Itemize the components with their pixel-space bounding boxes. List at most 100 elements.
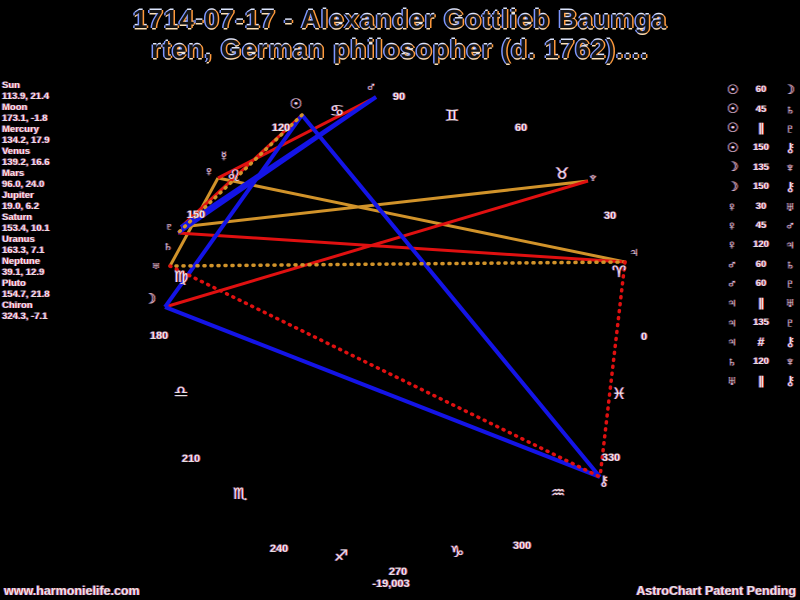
aspect-row-sun-saturn: ☉ 45 ♄ bbox=[727, 99, 795, 118]
venus-planet-icon: ♀ bbox=[203, 163, 215, 179]
title-line-1: 1714-07-17 - Alexander Gottlieb Baumga bbox=[132, 4, 668, 34]
aspect-line-jupiter-chiron bbox=[598, 260, 627, 479]
mercury-planet-icon: ☿ bbox=[218, 148, 230, 164]
degree-label-30: 30 bbox=[603, 210, 617, 222]
aspect-value: 45 bbox=[755, 219, 767, 231]
mars-planet-icon: ♂ bbox=[365, 78, 377, 94]
aspect-row-saturn-neptune: ♄ 120 ♆ bbox=[727, 351, 795, 370]
moon-glyph-icon: ☽ bbox=[727, 159, 739, 175]
jupiter-planet-icon: ♃ bbox=[628, 244, 640, 260]
aspect-line-sun-pluto bbox=[176, 113, 304, 235]
venus-glyph-icon: ♀ bbox=[727, 217, 737, 233]
aspect-value: 60 bbox=[755, 258, 767, 270]
chiron-glyph-icon: ⚷ bbox=[785, 372, 795, 388]
aspect-row-jupiter-chiron: ♃ # ⚷ bbox=[727, 332, 795, 351]
moon-glyph-icon: ☽ bbox=[783, 81, 795, 97]
chiron-glyph-icon: ⚷ bbox=[785, 178, 795, 194]
jupiter-glyph-icon: ♃ bbox=[785, 237, 795, 253]
planet-name-jupiter: Jupiter bbox=[2, 190, 34, 201]
libra-sign-icon: ♎ bbox=[173, 384, 189, 401]
degree-label--19,003: -19,003 bbox=[372, 578, 410, 590]
venus-glyph-icon: ♀ bbox=[727, 237, 737, 253]
aspect-row-mars-pluto: ♂ 60 ♇ bbox=[727, 274, 795, 293]
saturn-glyph-icon: ♄ bbox=[785, 256, 795, 272]
scorpio-sign-icon: ♏ bbox=[232, 486, 248, 503]
planet-values-neptune: 39.1, 12.9 bbox=[2, 267, 45, 278]
planet-values-pluto: 154.7, 21.8 bbox=[2, 289, 50, 300]
aspect-value: 135 bbox=[753, 316, 769, 328]
page-title: 1714-07-17 - Alexander Gottlieb Baumga r… bbox=[0, 4, 800, 64]
planet-values-jupiter: 19.0, 6.2 bbox=[2, 201, 39, 212]
pluto-glyph-icon: ♇ bbox=[785, 314, 795, 330]
aspect-row-jupiter-pluto: ♃ 135 ♇ bbox=[727, 313, 795, 332]
aspect-row-venus-jupiter: ♀ 120 ♃ bbox=[727, 235, 795, 254]
aspect-row-venus-mars: ♀ 45 ♂ bbox=[727, 216, 795, 235]
sun-glyph-icon: ☉ bbox=[727, 81, 739, 97]
aspect-value: 135 bbox=[753, 161, 769, 173]
saturn-glyph-icon: ♄ bbox=[727, 353, 737, 369]
degree-label-330: 330 bbox=[601, 452, 621, 464]
mars-glyph-icon: ♂ bbox=[727, 256, 737, 272]
aspect-value: 30 bbox=[755, 200, 767, 212]
degree-label-300: 300 bbox=[512, 540, 532, 552]
planet-name-venus: Venus bbox=[2, 146, 30, 157]
virgo-sign-icon: ♍ bbox=[173, 269, 189, 286]
taurus-sign-icon: ♉ bbox=[554, 166, 570, 183]
uranus-glyph-icon: ♅ bbox=[727, 373, 737, 389]
aspect-line-uranus-chiron bbox=[168, 264, 602, 479]
saturn-planet-icon: ♄ bbox=[162, 238, 174, 254]
aspect-value: 120 bbox=[753, 239, 769, 251]
aspect-row-sun-chiron: ☉ 150 ⚷ bbox=[727, 138, 795, 157]
sun-glyph-icon: ☉ bbox=[727, 120, 739, 136]
planet-name-neptune: Neptune bbox=[2, 256, 40, 267]
aspect-value: ∥ bbox=[758, 295, 764, 310]
aspect-line-jupiter-pluto bbox=[177, 231, 626, 264]
capricorn-sign-icon: ♑ bbox=[449, 544, 465, 561]
pluto-glyph-icon: ♇ bbox=[785, 120, 795, 136]
sun-glyph-icon: ☉ bbox=[727, 101, 739, 117]
degree-label-90: 90 bbox=[392, 91, 406, 103]
planet-values-venus: 139.2, 16.6 bbox=[2, 157, 50, 168]
aspect-value: 150 bbox=[753, 142, 769, 154]
neptune-glyph-icon: ♆ bbox=[785, 353, 795, 369]
planet-name-moon: Moon bbox=[2, 102, 28, 113]
planet-values-mars: 96.0, 24.0 bbox=[2, 179, 45, 190]
saturn-glyph-icon: ♄ bbox=[785, 101, 795, 117]
jupiter-glyph-icon: ♃ bbox=[727, 295, 737, 311]
sagittarius-sign-icon: ♐ bbox=[333, 548, 349, 565]
gemini-sign-icon: ♊ bbox=[444, 108, 460, 125]
moon-planet-icon: ☽ bbox=[143, 290, 157, 307]
aspect-value: 45 bbox=[755, 103, 767, 115]
planet-values-mercury: 134.2, 17.9 bbox=[2, 135, 50, 146]
aspect-line-moon-neptune bbox=[164, 179, 589, 309]
chiron-planet-icon: ⚷ bbox=[598, 472, 610, 489]
planet-name-pluto: Pluto bbox=[2, 278, 26, 289]
aspect-line-saturn-neptune bbox=[180, 179, 589, 229]
sun-glyph-icon: ☉ bbox=[727, 139, 739, 155]
planet-name-sun: Sun bbox=[2, 80, 20, 91]
neptune-glyph-icon: ♆ bbox=[785, 159, 795, 175]
degree-label-150: 150 bbox=[186, 209, 206, 221]
aspect-value: ∥ bbox=[758, 121, 764, 136]
planet-values-moon: 173.1, -1.8 bbox=[2, 113, 48, 124]
aspect-value: 60 bbox=[755, 278, 767, 290]
aspect-value: ∥ bbox=[758, 373, 764, 388]
aspect-line-moon-chiron bbox=[164, 305, 601, 479]
jupiter-glyph-icon: ♃ bbox=[727, 314, 737, 330]
aspect-value: 120 bbox=[753, 355, 769, 367]
aspect-row-sun-moon: ☉ 60 ☽ bbox=[727, 80, 795, 99]
pluto-planet-icon: ♇ bbox=[163, 218, 175, 234]
aspect-line-venus-mars bbox=[217, 95, 377, 180]
title-line-2: rten, German philosopher (d. 1762).... bbox=[151, 34, 649, 64]
degree-label-210: 210 bbox=[181, 453, 201, 465]
aspect-row-sun-pluto: ☉ ∥ ♇ bbox=[727, 119, 795, 138]
moon-glyph-icon: ☽ bbox=[727, 178, 739, 194]
planet-values-chiron: 324.3, -7.1 bbox=[2, 311, 48, 322]
degree-label-270: 270 bbox=[388, 566, 408, 578]
aspect-row-uranus-chiron: ♅ ∥ ⚷ bbox=[727, 371, 795, 390]
uranus-glyph-icon: ♅ bbox=[785, 198, 795, 214]
aspect-value: # bbox=[757, 334, 765, 349]
jupiter-glyph-icon: ♃ bbox=[727, 334, 737, 350]
patent-notice: AstroChart Patent Pending bbox=[636, 584, 796, 598]
